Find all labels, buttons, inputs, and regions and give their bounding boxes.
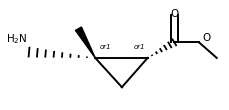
Text: H$_2$N: H$_2$N: [6, 33, 28, 46]
Text: O: O: [201, 33, 209, 43]
Polygon shape: [75, 27, 95, 58]
Text: O: O: [169, 9, 178, 19]
Text: or1: or1: [133, 44, 145, 50]
Text: or1: or1: [99, 44, 110, 50]
